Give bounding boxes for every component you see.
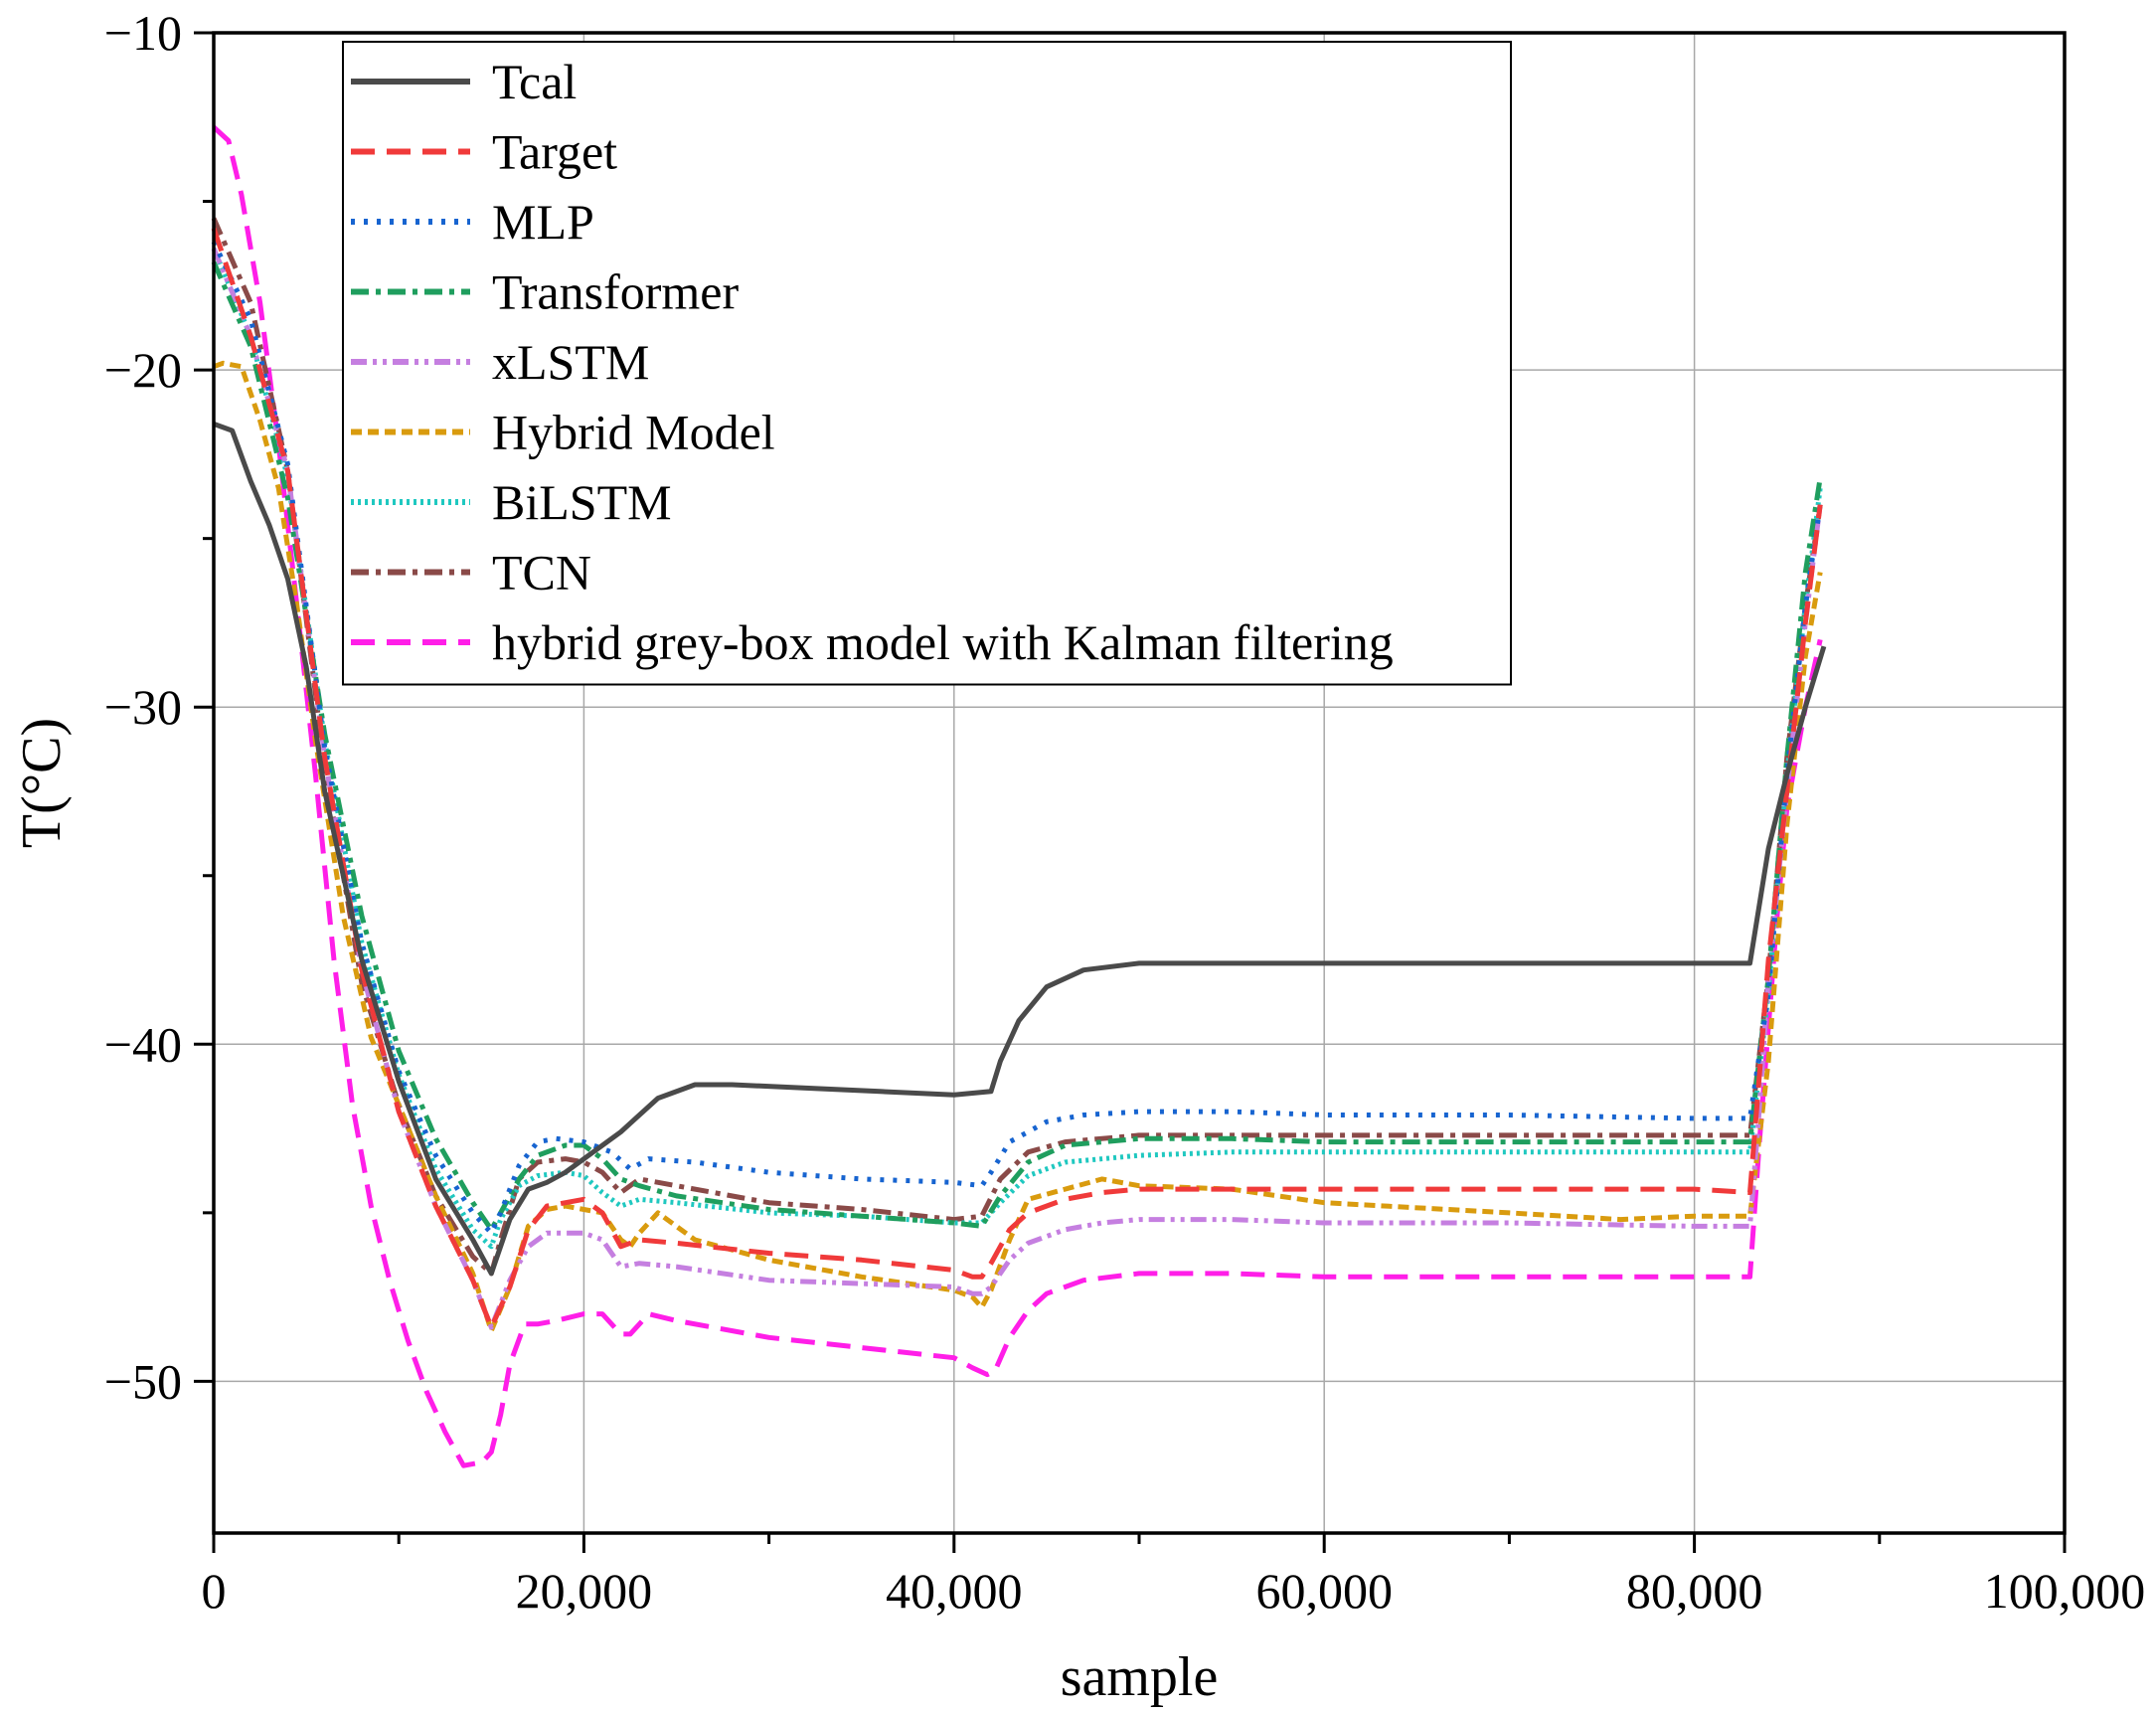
legend-label-tcal: Tcal [492,54,577,109]
y-tick-label: −40 [104,1016,182,1072]
y-axis-title: T(°C) [11,718,73,848]
legend-label-xlstm: xLSTM [492,334,649,390]
legend-label-hybrid-grey-box-model-with-kalman-filtering: hybrid grey-box model with Kalman filter… [492,614,1394,670]
series-line-target [211,227,1823,1330]
x-tick-label: 20,000 [516,1563,653,1619]
y-tick-label: −50 [104,1353,182,1409]
legend-label-transformer: Transformer [492,264,739,320]
series-line-xlstm [211,248,1823,1330]
x-tick-label: 60,000 [1255,1563,1393,1619]
series-line-hybrid-grey-box-model-with-kalman-filtering [212,125,1823,1468]
legend-label-tcn: TCN [492,545,591,600]
y-tick-label: −30 [104,679,182,735]
legend-label-hybrid-model: Hybrid Model [492,405,775,460]
x-tick-label: 80,000 [1626,1563,1763,1619]
legend-label-bilstm: BiLSTM [492,474,672,530]
legend-label-target: Target [492,124,617,180]
y-tick-label: −20 [104,342,182,398]
legend-box [342,41,1512,686]
legend-label-mlp: MLP [492,194,594,250]
series-line-tcal [213,422,1827,1277]
series-line-hybrid-model [213,360,1823,1333]
axis-ticks: 0 20,000 40,000 60,000 80,000 100,000 −10 −20 −3… [104,5,2145,1619]
series-line-transformer [211,260,1823,1233]
legend: Tcal Target MLP Transformer xLSTM Hybrid Mode… [342,41,1512,686]
x-tick-label: 100,000 [1984,1563,2146,1619]
x-axis-title: sample [1061,1646,1219,1708]
x-tick-label: 40,000 [886,1563,1023,1619]
x-tick-label: 0 [202,1563,227,1619]
y-tick-label: −10 [104,5,182,61]
series-lines [211,125,1827,1468]
